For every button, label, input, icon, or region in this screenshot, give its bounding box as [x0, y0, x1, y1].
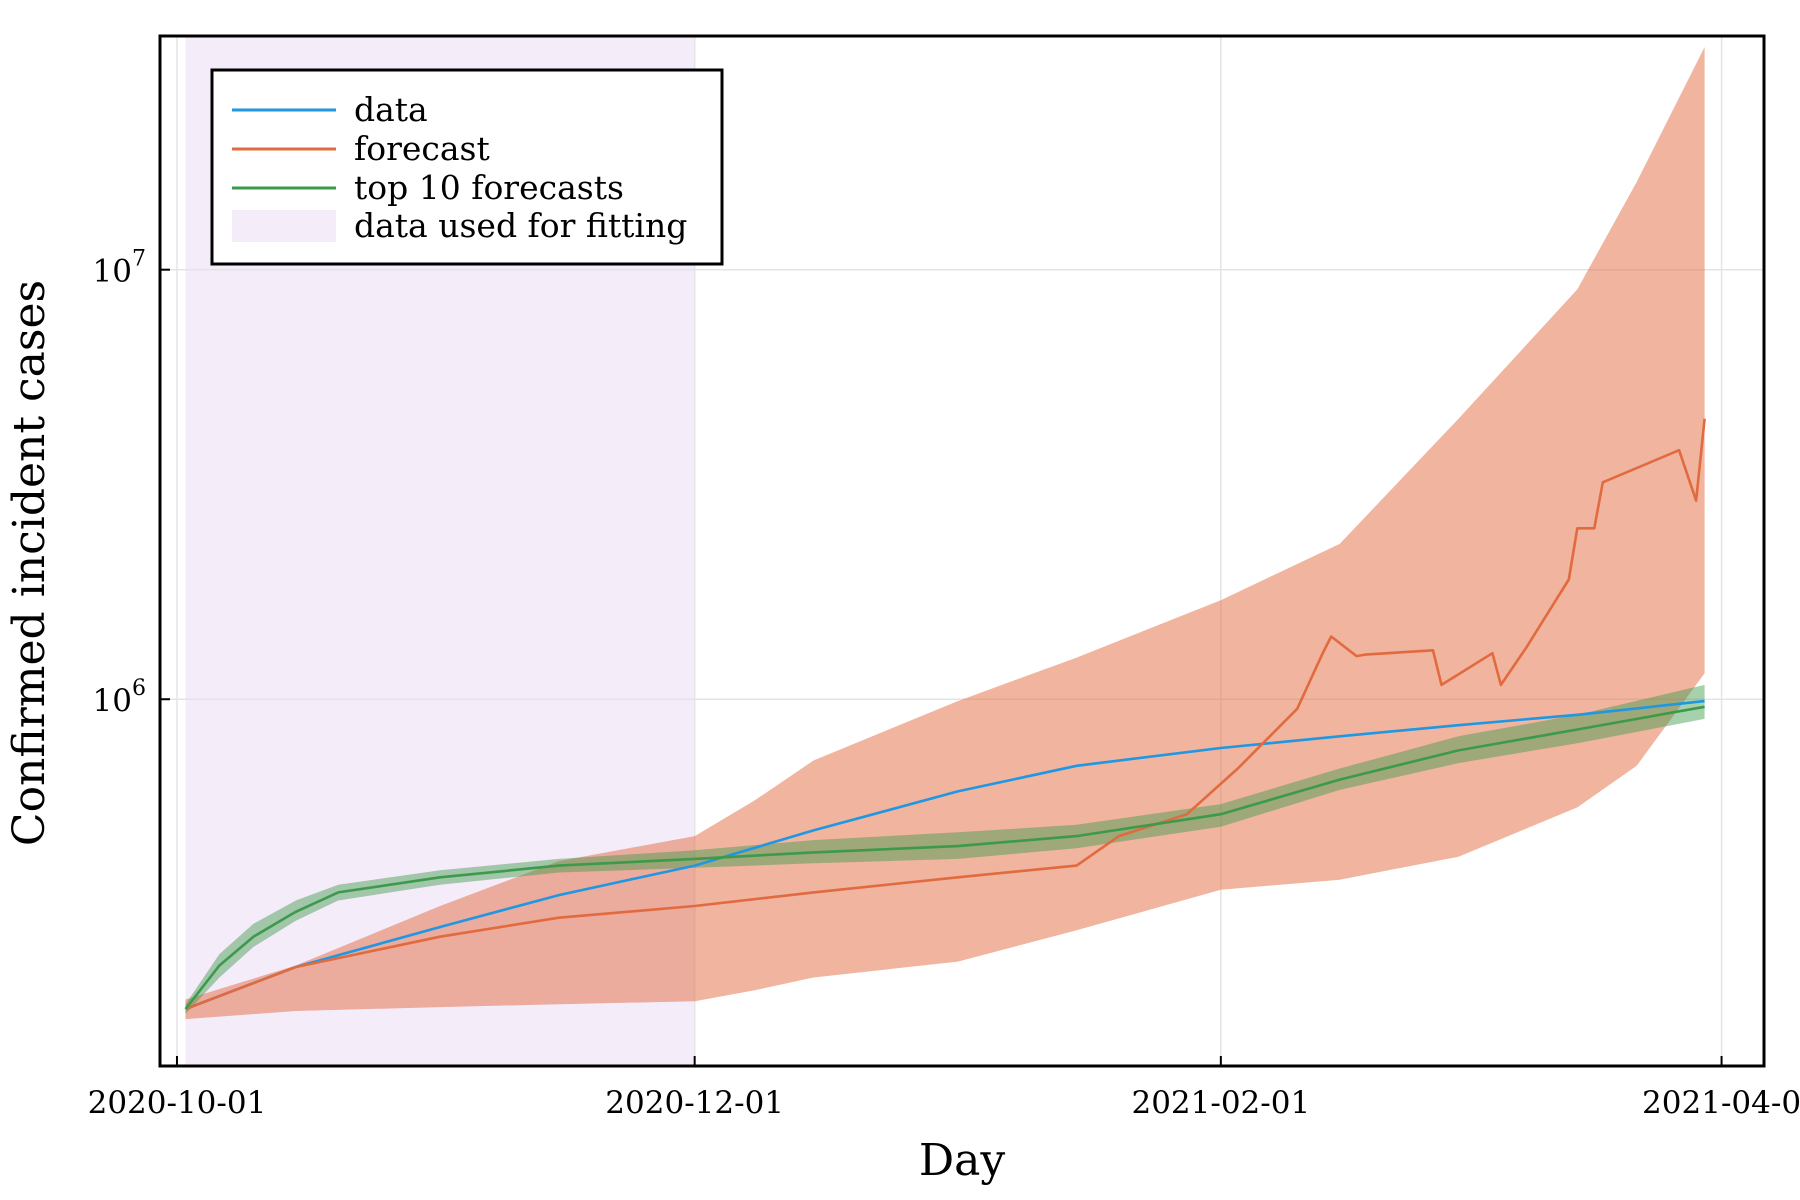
band-top-10-forecasts — [185, 684, 1705, 1014]
legend-swatch-fitting-window — [232, 210, 336, 242]
series-layer — [184, 418, 1706, 1011]
legend: data forecast top 10 forecasts data used… — [210, 68, 724, 266]
y-tick-label: 107 — [93, 247, 146, 290]
series-line-forecast — [185, 418, 1706, 1011]
series-line-top-10-forecasts — [184, 705, 1705, 1010]
series-line-data — [185, 699, 1705, 1011]
legend-label-forecast: forecast — [354, 129, 490, 168]
y-tick-label: 106 — [93, 676, 146, 719]
y-axis-title: Confirmed incident cases — [4, 280, 55, 846]
legend-label-data: data — [354, 90, 428, 129]
legend-label-top-10-forecasts: top 10 forecasts — [354, 168, 624, 207]
x-axis-title: Day — [919, 1135, 1006, 1186]
band-layer — [185, 47, 1705, 1020]
x-tick-label: 2021-04-0 — [1642, 1085, 1800, 1121]
x-tick-label: 2020-12-01 — [605, 1085, 784, 1121]
legend-label-fitting-window: data used for fitting — [354, 206, 687, 245]
x-tick-label: 2021-02-01 — [1131, 1085, 1310, 1121]
band-forecast — [185, 47, 1705, 1020]
grid-layer — [160, 36, 1764, 1066]
tick-layer: 2020-10-01 2020-12-01 2021-02-01 2021-04-0 1… — [88, 247, 1800, 1121]
x-tick-label: 2020-10-01 — [88, 1085, 267, 1121]
plot-frame — [158, 34, 1766, 1068]
